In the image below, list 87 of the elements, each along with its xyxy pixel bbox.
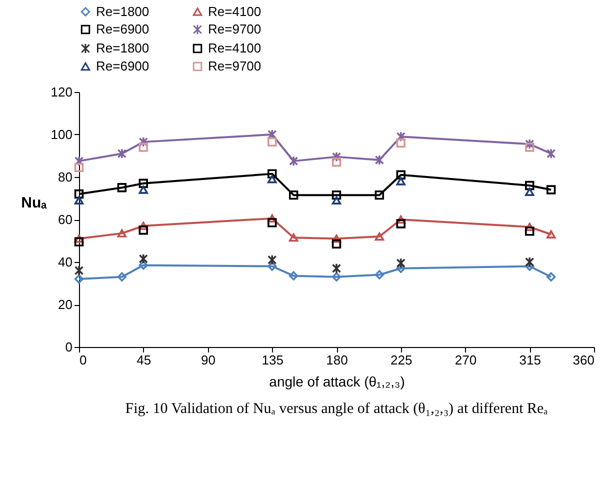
point <box>268 254 277 266</box>
point <box>74 162 84 172</box>
y-tick-label: 60 <box>58 212 72 227</box>
point <box>332 151 342 162</box>
point <box>374 154 384 166</box>
point <box>525 142 534 152</box>
point <box>74 274 84 284</box>
point <box>546 230 556 238</box>
point <box>288 233 298 242</box>
legend-label: Re=6900 <box>96 58 150 74</box>
point <box>117 229 127 238</box>
point <box>268 137 277 147</box>
point <box>396 138 406 148</box>
point <box>117 272 127 282</box>
x-tick-label: 270 <box>454 352 477 368</box>
point <box>525 188 534 196</box>
point <box>138 226 148 235</box>
x-tick-label: 225 <box>390 352 412 368</box>
point <box>396 177 406 186</box>
point <box>332 272 342 282</box>
y-axis-title: Nuₐ <box>21 194 48 212</box>
x-tick-label: 90 <box>201 352 216 368</box>
legend-label: Re=9700 <box>208 58 262 74</box>
point <box>374 270 384 280</box>
point <box>546 185 556 194</box>
point <box>332 263 342 274</box>
point <box>525 226 534 236</box>
point <box>374 232 384 241</box>
point <box>138 222 148 230</box>
x-tick-label: 180 <box>326 352 348 368</box>
y-tick-label: 120 <box>50 84 72 100</box>
y-tick-label: 0 <box>65 340 72 354</box>
y-tick-label: 20 <box>58 297 72 312</box>
point <box>117 148 127 159</box>
x-tick-label: 315 <box>519 352 541 368</box>
point <box>74 265 84 276</box>
legend-label: Re=4100 <box>208 40 262 56</box>
y-tick-label: 100 <box>50 127 72 142</box>
point <box>332 196 342 204</box>
point <box>396 170 406 180</box>
point <box>74 156 84 166</box>
point <box>525 138 534 150</box>
legend-label: Re=4100 <box>208 4 262 19</box>
legend-label: Re=9700 <box>208 22 262 36</box>
point <box>288 271 298 280</box>
point <box>268 262 277 271</box>
point <box>138 142 148 152</box>
x-tick-label: 135 <box>262 352 284 368</box>
point <box>332 190 342 200</box>
x-axis-title: angle of attack (θ₁,₂,₃) <box>269 374 405 390</box>
point <box>74 196 84 204</box>
point <box>268 169 277 178</box>
point <box>268 214 277 223</box>
point <box>74 189 84 199</box>
point <box>74 237 84 246</box>
y-tick-label: 40 <box>58 254 72 270</box>
caption: Fig. 10 Validation of Nuₐ versus angle of attack (θ₁,₂,₃) at different Reₐ <box>125 401 548 417</box>
y-tick-label: 80 <box>58 170 72 184</box>
point <box>396 131 406 142</box>
x-tick-label: 45 <box>136 352 152 368</box>
point <box>546 272 556 282</box>
point <box>74 234 84 243</box>
point <box>138 178 148 188</box>
point <box>288 156 298 166</box>
point <box>268 218 277 228</box>
point <box>268 175 277 184</box>
legend-label: Re=6900 <box>96 22 150 36</box>
x-tick-label: 0 <box>80 352 87 368</box>
point <box>138 186 148 194</box>
point <box>117 183 127 192</box>
point <box>374 190 384 200</box>
legend-label: Re=1800 <box>96 40 150 56</box>
point <box>288 190 298 200</box>
point <box>332 234 342 243</box>
point <box>396 219 406 228</box>
point <box>525 180 534 190</box>
point <box>546 148 556 159</box>
point <box>332 158 342 167</box>
point <box>138 253 148 264</box>
point <box>525 256 534 268</box>
point <box>138 136 148 148</box>
point <box>332 239 342 249</box>
legend-label: Re=1800 <box>96 4 150 19</box>
point <box>396 258 406 268</box>
x-tick-label: 360 <box>572 352 594 368</box>
point <box>525 222 534 232</box>
point <box>138 260 148 270</box>
